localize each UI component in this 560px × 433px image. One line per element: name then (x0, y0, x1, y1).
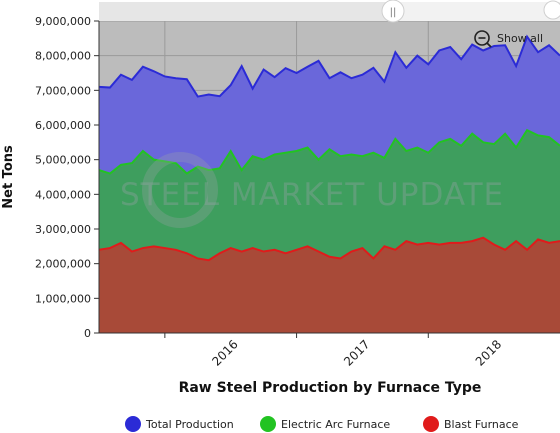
y-tick-label: 0 (84, 327, 91, 340)
legend-label: Electric Arc Furnace (281, 418, 390, 431)
legend-item-total-production[interactable]: Total Production (125, 416, 234, 432)
scrollbar-handle-glyph: || (390, 7, 397, 18)
legend-swatch (423, 416, 439, 432)
y-tick-label: 6,000,000 (35, 119, 91, 132)
y-tick-label: 7,000,000 (35, 84, 91, 97)
line-total-production (99, 34, 560, 98)
area-series (99, 34, 560, 333)
y-tick-label: 5,000,000 (35, 154, 91, 167)
scrollbar-selection[interactable] (390, 2, 560, 21)
scrollbar-handle[interactable] (381, 0, 405, 23)
y-axis-ticks: 0 1,000,000 2,000,000 3,000,000 4,000,000 5,0… (35, 15, 99, 340)
area-blast-furnace (99, 237, 560, 333)
x-axis-label: Raw Steel Production by Furnace Type (179, 380, 482, 396)
line-electric-arc-furnace (99, 128, 560, 175)
y-tick-label: 3,000,000 (35, 223, 91, 236)
legend-item-electric-arc-furnace[interactable]: Electric Arc Furnace (260, 416, 390, 432)
show-all-label: Show all (497, 32, 543, 45)
watermark: STEEL MARKET UPDATE (120, 152, 504, 228)
show-all-button[interactable]: Show all (474, 30, 543, 48)
y-tick-label: 9,000,000 (35, 15, 91, 28)
legend-label: Blast Furnace (444, 418, 519, 431)
y-axis-label: Net Tons (1, 145, 16, 209)
x-tick-label: 2016 (209, 337, 240, 368)
watermark-swirl (142, 152, 218, 228)
legend-label: Total Production (145, 418, 234, 431)
line-blast-furnace (99, 236, 560, 262)
watermark-text: STEEL MARKET UPDATE (120, 177, 504, 213)
x-axis-ticks: 2016 2017 2018 (164, 333, 504, 369)
legend-item-blast-furnace[interactable]: Blast Furnace (423, 416, 519, 432)
scrollbar-handle-right[interactable] (543, 0, 560, 20)
legend: Total Production Electric Arc Furnace Blas… (125, 416, 519, 432)
y-tick-label: 8,000,000 (35, 50, 91, 63)
y-tick-label: 2,000,000 (35, 258, 91, 271)
legend-swatch (260, 416, 276, 432)
x-tick-label: 2017 (341, 337, 372, 368)
y-tick-label: 4,000,000 (35, 188, 91, 201)
navigator-scrollbar[interactable]: || (99, 0, 560, 23)
legend-swatch (125, 416, 141, 432)
x-tick-label: 2018 (473, 337, 504, 368)
zoom-out-icon-handle (486, 42, 492, 48)
y-tick-label: 1,000,000 (35, 292, 91, 305)
zoom-out-icon (474, 30, 490, 46)
